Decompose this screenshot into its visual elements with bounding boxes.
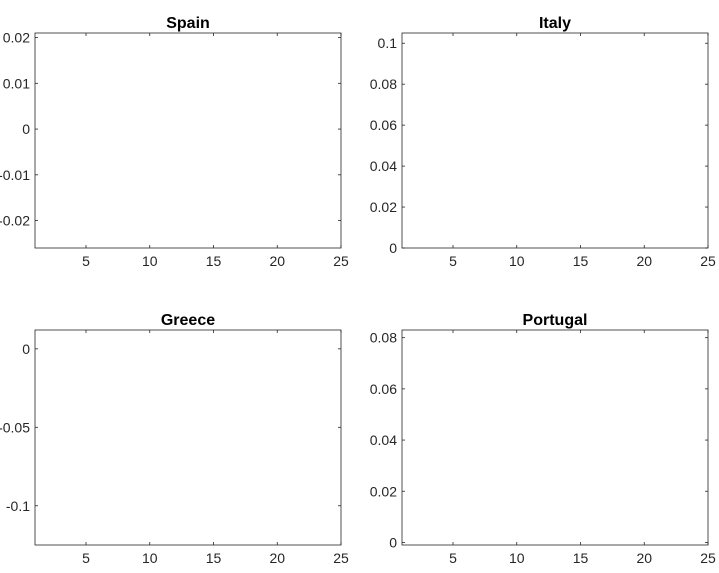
greece-xtick-label: 20: [269, 550, 285, 566]
spain-xtick-label: 20: [269, 253, 285, 269]
greece-xtick-label: 5: [82, 550, 90, 566]
spain-ytick-label: 0.02: [3, 30, 30, 46]
italy-ytick-label: 0.06: [370, 117, 397, 133]
greece-title: Greece: [161, 312, 215, 329]
portugal-xtick-label: 25: [700, 550, 716, 566]
italy-axes-box: [401, 32, 709, 249]
spain-xtick-label: 25: [333, 253, 349, 269]
portugal-ytick-label: 0.02: [370, 483, 397, 499]
italy-ytick-label: 0.1: [378, 35, 398, 51]
italy-ytick-label: 0.02: [370, 199, 397, 215]
spain-ytick-label: 0: [22, 121, 30, 137]
italy-xtick-label: 5: [449, 253, 457, 269]
spain-xtick-label: 10: [142, 253, 158, 269]
italy-xtick-label: 10: [509, 253, 525, 269]
greece-ytick-label: -0.05: [0, 419, 30, 435]
greece-axes-box: [34, 329, 342, 546]
portugal-axes-box: [401, 329, 709, 546]
greece-ytick-label: 0: [22, 341, 30, 357]
italy-ytick-label: 0: [389, 240, 397, 256]
panel-greece: 5 10 15 20 25 -0.1 -0.05 0 Greece: [0, 312, 349, 566]
spain-axes-box: [34, 32, 342, 249]
panel-portugal: 5 10 15 20 25 0 0.02 0.04 0.06 0.08 Portugal: [370, 312, 716, 566]
spain-ytick-label: 0.01: [3, 75, 30, 91]
spain-title: Spain: [166, 15, 210, 32]
italy-xtick-label: 20: [636, 253, 652, 269]
italy-ytick-label: 0.04: [370, 158, 397, 174]
portugal-xtick-label: 15: [573, 550, 589, 566]
portugal-ytick-label: 0.08: [370, 330, 397, 346]
panel-italy: 5 10 15 20 25 0 0.02 0.04 0.06 0.08 0.1 Italy: [370, 15, 716, 269]
portugal-xtick-label: 20: [636, 550, 652, 566]
italy-xtick-label: 25: [700, 253, 716, 269]
italy-xtick-label: 15: [573, 253, 589, 269]
greece-ytick-label: -0.1: [6, 498, 30, 514]
portugal-ytick-label: 0.06: [370, 381, 397, 397]
spain-ytick-label: -0.01: [0, 167, 30, 183]
portugal-xtick-label: 10: [509, 550, 525, 566]
italy-ytick-label: 0.08: [370, 76, 397, 92]
greece-xtick-label: 15: [206, 550, 222, 566]
portugal-xtick-label: 5: [449, 550, 457, 566]
greece-xtick-label: 10: [142, 550, 158, 566]
greece-xtick-label: 25: [333, 550, 349, 566]
panel-spain: 5 10 15 20 25 -0.02 -0.01 0 0.01 0.02 Spain: [0, 15, 349, 269]
portugal-title: Portugal: [523, 312, 588, 329]
portugal-ytick-label: 0: [389, 534, 397, 550]
portugal-ytick-label: 0.04: [370, 432, 397, 448]
italy-title: Italy: [539, 15, 571, 32]
spain-ytick-label: -0.02: [0, 213, 30, 229]
spain-xtick-label: 15: [206, 253, 222, 269]
spain-xtick-label: 5: [82, 253, 90, 269]
